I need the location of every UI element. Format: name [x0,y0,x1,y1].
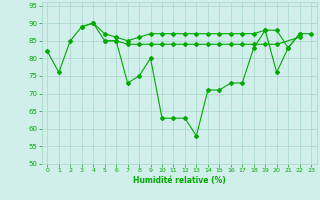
X-axis label: Humidité relative (%): Humidité relative (%) [133,176,226,185]
